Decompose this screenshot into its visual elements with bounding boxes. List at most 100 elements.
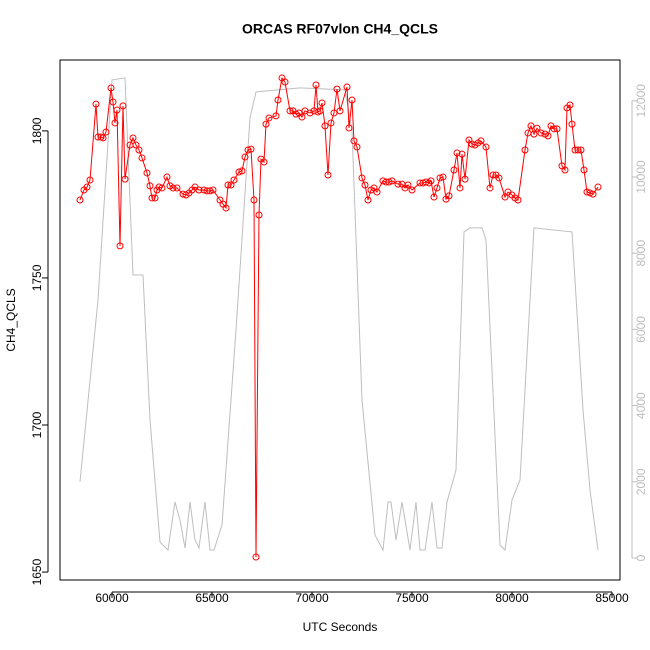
data-point [404, 181, 412, 189]
data-point [76, 196, 84, 204]
data-point [561, 166, 569, 174]
y2-tick-label: 8000 [634, 240, 648, 267]
data-point [244, 146, 252, 154]
data-point [514, 196, 522, 204]
data-point [461, 175, 469, 183]
y-axis-label: CH4_QCLS [4, 288, 18, 351]
y2-tick-label: 2000 [634, 468, 648, 495]
data-point [495, 174, 503, 182]
data-point [453, 149, 461, 157]
data-point [265, 114, 273, 122]
data-point [109, 98, 117, 106]
data-point [445, 192, 453, 200]
data-point [350, 137, 358, 145]
x-tick-label: 70000 [295, 591, 329, 605]
data-point [260, 158, 268, 166]
data-point [580, 166, 588, 174]
data-point [241, 153, 249, 161]
data-point [111, 119, 119, 127]
data-point [530, 130, 538, 138]
data-point [422, 178, 430, 186]
data-point [86, 176, 94, 184]
data-point [430, 193, 438, 201]
y-tick-label: 1800 [30, 117, 44, 144]
data-point [224, 181, 232, 189]
data-point [364, 196, 372, 204]
data-point [129, 134, 137, 142]
y2-tick-label: 6000 [634, 316, 648, 343]
data-point [195, 186, 203, 194]
data-point [235, 168, 243, 176]
data-point [135, 146, 143, 154]
y2-tick-label: 10000 [634, 160, 648, 194]
data-point [281, 78, 289, 86]
data-point [489, 171, 497, 179]
data-point [292, 110, 300, 118]
data-point [589, 190, 597, 198]
data-point [272, 112, 280, 120]
data-point [436, 174, 444, 182]
chart-title: ORCAS RF07vlon CH4_QCLS [242, 21, 438, 37]
data-point [116, 242, 124, 250]
data-point [361, 181, 369, 189]
data-point [425, 179, 433, 187]
data-point [222, 204, 230, 212]
data-point [286, 107, 294, 115]
y-tick-label: 1650 [30, 558, 44, 585]
data-point [227, 181, 235, 189]
data-point [553, 125, 561, 133]
data-point [274, 96, 282, 104]
data-point [316, 107, 324, 115]
data-point [250, 196, 258, 204]
data-point [521, 146, 529, 154]
data-point [343, 83, 351, 91]
data-point [321, 122, 329, 130]
data-point [527, 122, 535, 130]
data-point [408, 186, 416, 194]
data-point [83, 183, 91, 191]
data-point [247, 145, 255, 153]
data-point [306, 109, 314, 117]
data-point [394, 180, 402, 188]
series-line [79, 77, 599, 552]
x-tick-label: 75000 [395, 591, 429, 605]
data-point [132, 141, 140, 149]
data-point [102, 128, 110, 136]
data-point [151, 194, 159, 202]
data-point [358, 174, 366, 182]
data-point [456, 184, 464, 192]
data-point [94, 133, 102, 141]
y2-tick-label: 12000 [634, 84, 648, 118]
data-point [544, 132, 552, 140]
data-point [533, 124, 541, 132]
data-point [477, 137, 485, 145]
data-point [107, 84, 115, 92]
data-point [113, 106, 121, 114]
data-point [348, 96, 356, 104]
data-point [450, 166, 458, 174]
data-point [173, 184, 181, 192]
data-point [119, 102, 127, 110]
plot-frame [59, 59, 621, 581]
data-point [385, 178, 393, 186]
data-point [327, 119, 335, 127]
data-point [574, 146, 582, 154]
data-point [99, 134, 107, 142]
data-point [568, 120, 576, 128]
data-point [577, 146, 585, 154]
data-point [353, 143, 361, 151]
x-tick-label: 65000 [195, 591, 229, 605]
data-point [238, 167, 246, 175]
data-point [143, 169, 151, 177]
data-point [209, 186, 217, 194]
data-point [333, 85, 341, 93]
data-point [345, 124, 353, 132]
data-point [439, 173, 447, 181]
data-point [427, 177, 435, 185]
y2-tick-label: 0 [634, 554, 648, 561]
data-point [324, 171, 332, 179]
x-tick-label: 80000 [495, 591, 529, 605]
